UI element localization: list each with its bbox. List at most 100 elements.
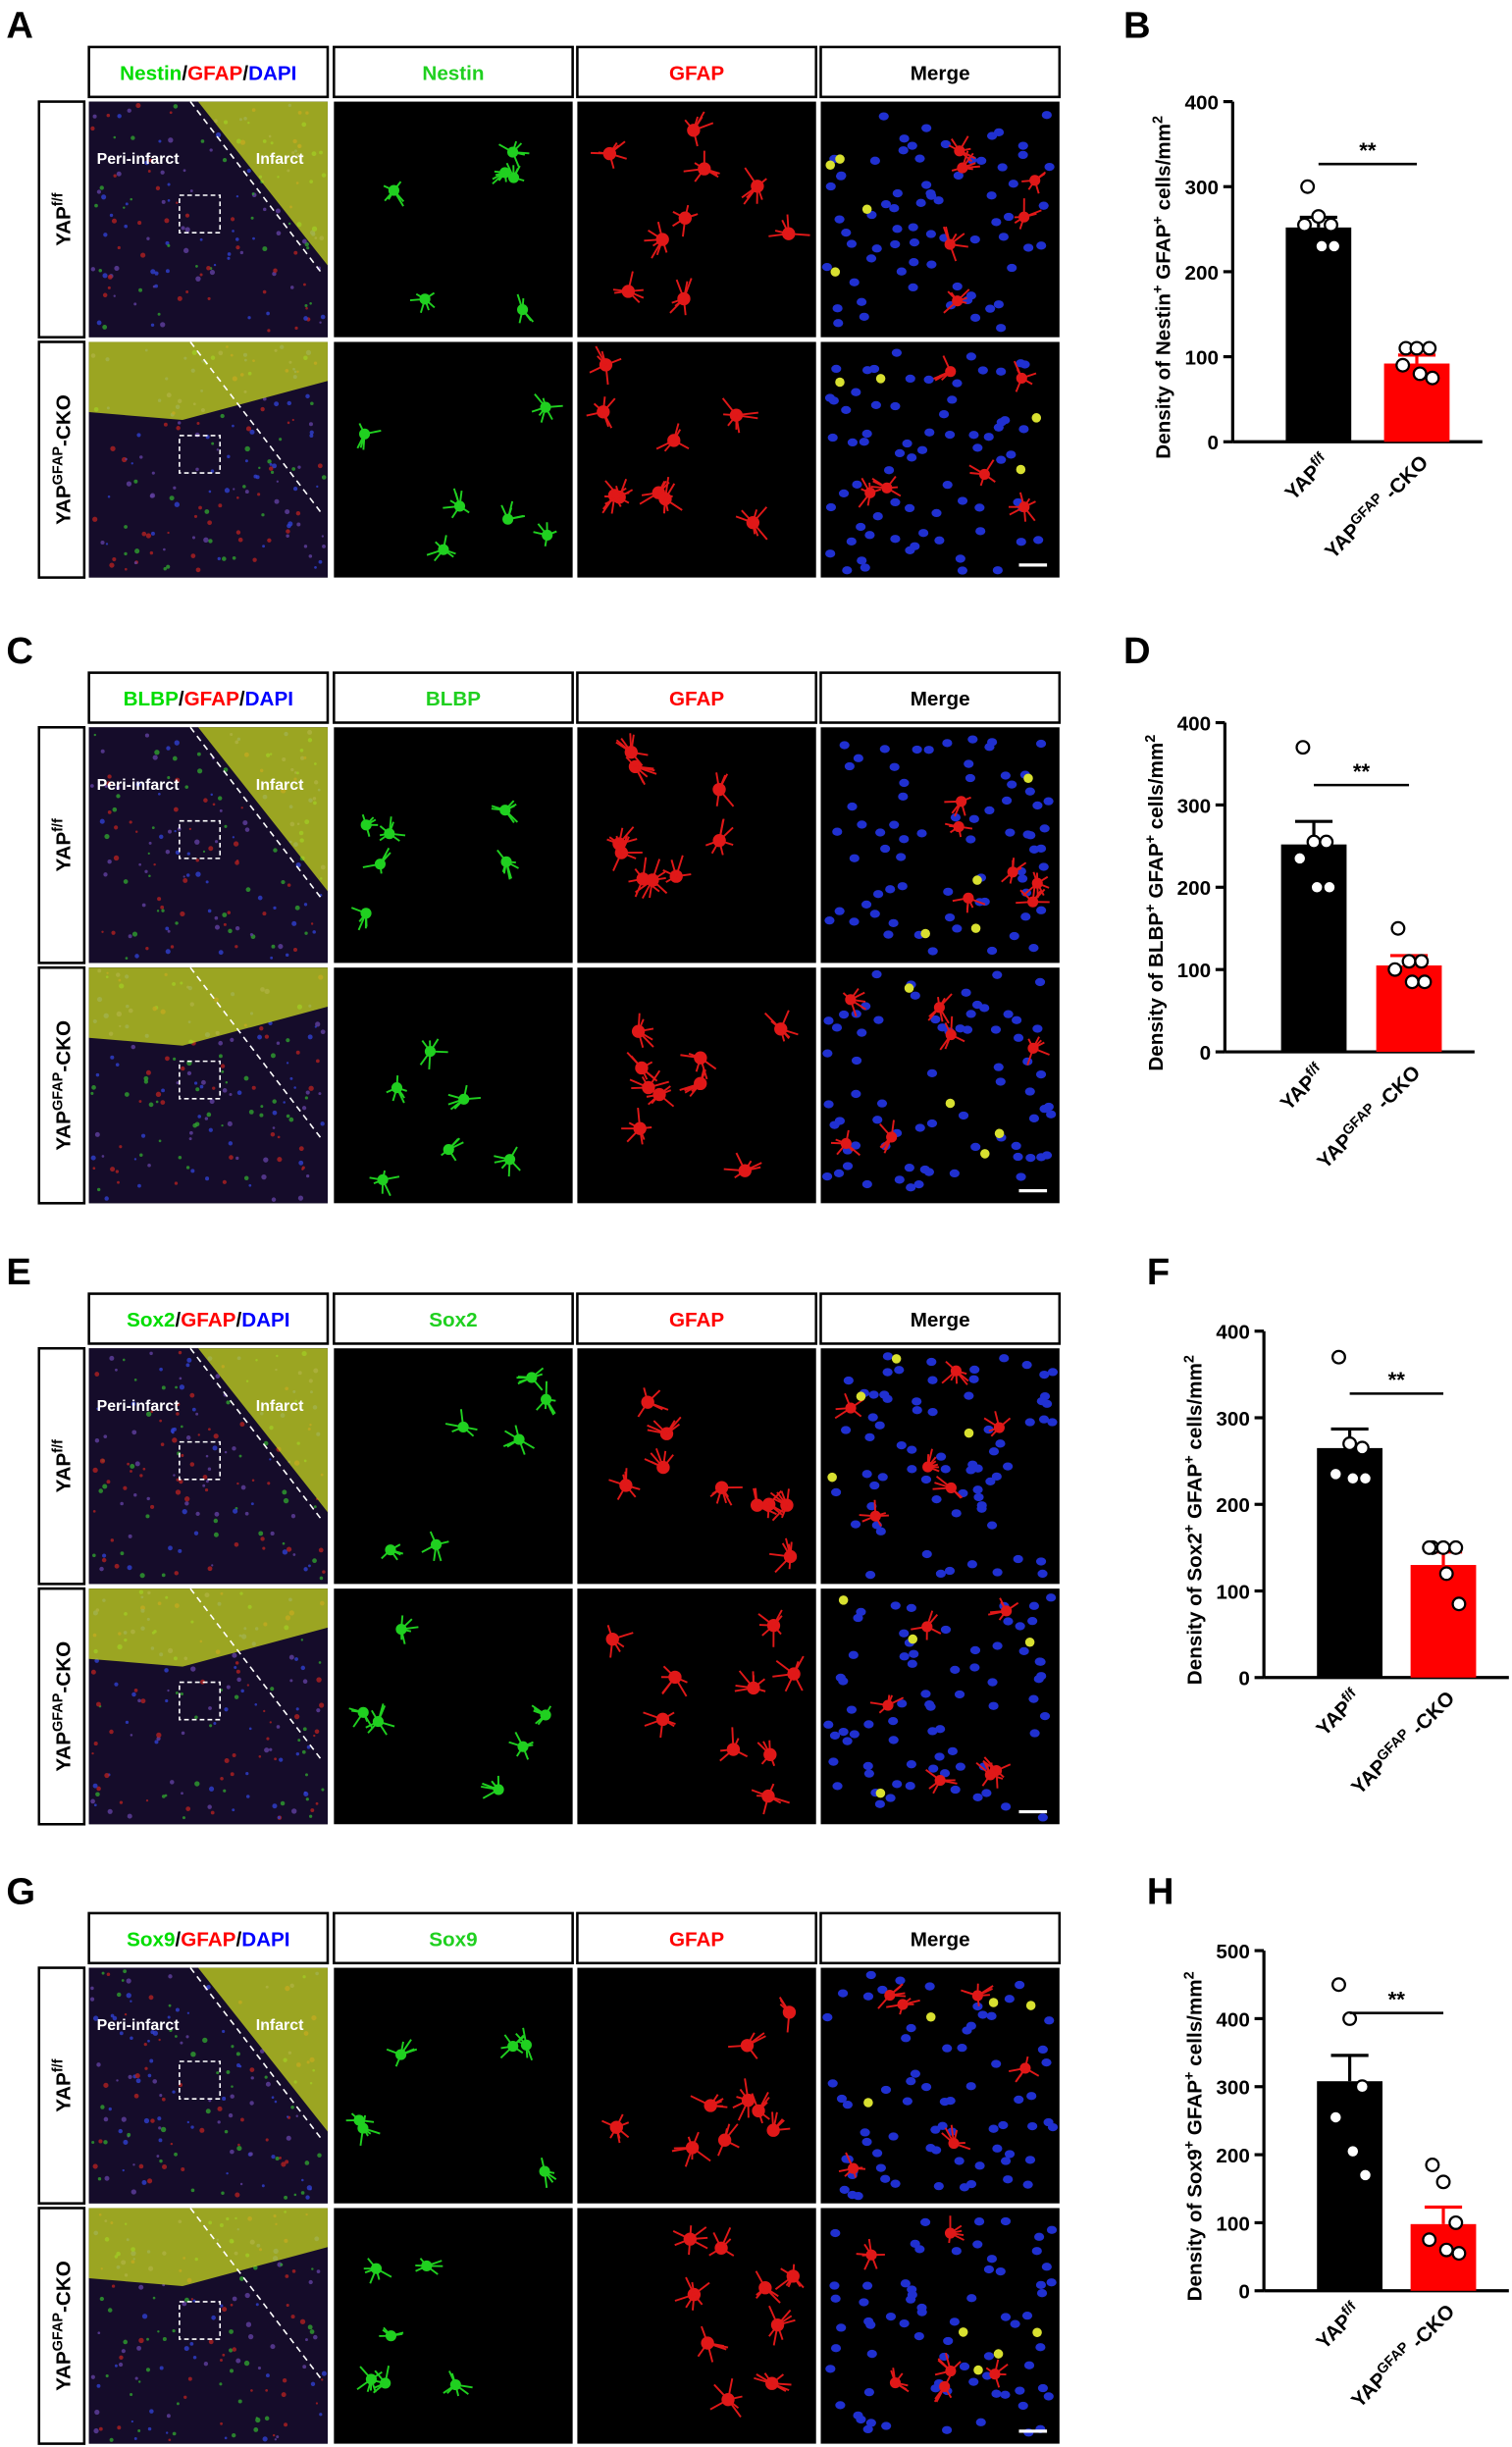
nucleus (927, 1376, 938, 1384)
speckle (172, 1427, 177, 1432)
cell-process (673, 2146, 693, 2150)
cell-process (443, 535, 447, 550)
speckle (224, 488, 231, 494)
nucleus (847, 802, 858, 811)
infarct-region (88, 341, 328, 420)
speckle (279, 438, 283, 442)
micrograph (820, 727, 1060, 963)
speckle (233, 1508, 238, 1514)
cell-process (628, 288, 644, 292)
speckle (179, 1479, 183, 1484)
speckle (126, 1978, 131, 1984)
speckle (211, 1564, 214, 1567)
speckle (270, 470, 275, 475)
cell-process (612, 852, 623, 871)
text-segment: f/f (1303, 1060, 1324, 1080)
speckle (248, 1109, 254, 1115)
cell-process (872, 480, 888, 490)
speckle (176, 1412, 180, 1416)
cell-process (772, 1609, 783, 1627)
speckle (245, 426, 252, 432)
speckle (235, 860, 239, 865)
cell-process (925, 1610, 934, 1628)
speckle (312, 1558, 317, 1564)
cell-process (508, 1146, 518, 1161)
speckle (267, 329, 271, 333)
cell-process (927, 1466, 940, 1473)
speckle (123, 206, 126, 209)
nucleus (1035, 1069, 1047, 1079)
speckle (124, 551, 128, 556)
nucleus (1004, 2150, 1016, 2159)
speckle (302, 1679, 308, 1684)
nucleus (952, 379, 963, 388)
speckle (217, 2106, 223, 2111)
speckle (316, 2269, 321, 2273)
speckle (116, 794, 121, 799)
nucleus (926, 1119, 938, 1128)
nucleus (846, 1705, 858, 1714)
nucleus (890, 497, 901, 507)
speckle (175, 921, 179, 925)
cell-process (708, 2247, 722, 2257)
speckle (243, 1075, 249, 1081)
cell-process (939, 370, 952, 378)
nucleus (998, 2120, 1009, 2130)
speckle (159, 2366, 164, 2370)
header-box (576, 671, 817, 724)
cell-process (531, 406, 547, 413)
colocalized-cell (920, 928, 930, 939)
speckle (152, 2030, 159, 2036)
cell-process (976, 1995, 980, 2006)
cell-process (615, 2126, 630, 2139)
nucleus (843, 1376, 854, 1385)
speckle (165, 2431, 169, 2434)
speckle (230, 2094, 235, 2099)
speckle (305, 1773, 308, 1777)
cell-process (902, 1999, 920, 2005)
speckle (138, 2337, 144, 2344)
speckle (115, 785, 121, 791)
cell-process (1020, 372, 1037, 380)
nucleus (995, 1077, 1006, 1086)
speckle (240, 807, 243, 809)
speckle (285, 2160, 289, 2164)
speckle (186, 2120, 190, 2124)
cell-process (701, 2325, 709, 2344)
speckle (126, 481, 132, 487)
speckle (109, 1729, 114, 1735)
nucleus (857, 820, 867, 829)
cell-process (606, 1624, 614, 1640)
nucleus (869, 1481, 880, 1490)
speckle (148, 158, 153, 163)
speckle (250, 2076, 254, 2080)
speckle (243, 1175, 249, 1180)
speckle (213, 1532, 219, 1537)
speckle (121, 1979, 125, 1982)
nucleus (863, 1720, 874, 1729)
speckle (127, 1462, 130, 1466)
speckle (276, 2435, 280, 2439)
cell-process (744, 1160, 753, 1171)
cell-process (419, 2258, 428, 2267)
speckle (202, 1475, 208, 1480)
speckle (309, 301, 312, 305)
cell-process (379, 863, 383, 874)
nucleus (974, 2161, 985, 2170)
cell-process (724, 2139, 740, 2149)
roi-box (179, 819, 222, 859)
nucleus (832, 1782, 843, 1791)
speckle (226, 2171, 229, 2175)
cell-process (400, 1618, 413, 1631)
cell-process (531, 1377, 544, 1391)
nucleus (996, 367, 1007, 376)
speckle (275, 208, 281, 214)
speckle (138, 862, 141, 866)
nucleus (993, 300, 1004, 309)
cell-process (662, 869, 677, 877)
nucleus (907, 453, 917, 462)
cell-process (937, 2359, 952, 2372)
nucleus (986, 131, 998, 140)
speckle (262, 289, 267, 294)
nucleus (877, 1473, 888, 1482)
